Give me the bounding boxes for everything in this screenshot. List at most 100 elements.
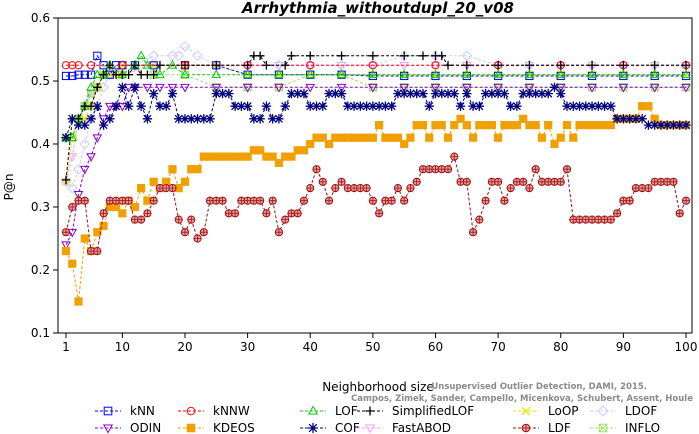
point-cof	[656, 120, 666, 130]
point-cof	[123, 101, 134, 111]
point-knnw	[431, 61, 440, 70]
chart-title: Arrhythmia_withoutdupl_20_v08	[241, 0, 514, 17]
point-odin	[61, 241, 71, 251]
point-cof	[480, 88, 491, 99]
point-odin	[86, 153, 96, 162]
point-kdeos	[375, 121, 384, 130]
point-lof	[180, 69, 190, 79]
point-lof	[587, 69, 597, 79]
point-cof	[318, 101, 328, 111]
point-odin	[305, 83, 316, 93]
point-cof	[80, 120, 90, 130]
point-kdeos	[443, 133, 453, 142]
point-cof	[443, 88, 453, 99]
point-simplifiedlof	[650, 60, 660, 70]
point-simplifiedlof	[124, 70, 133, 80]
point-ldof	[173, 50, 185, 62]
point-simplifiedlof	[337, 51, 346, 61]
point-cof	[274, 114, 284, 124]
legend-item-ldof: LDOF	[590, 404, 657, 418]
x-tick-label: 1	[62, 340, 70, 354]
point-ldf-cross	[626, 197, 634, 205]
legend-item-odin: ODIN	[95, 421, 161, 434]
point-simplifiedlof	[155, 60, 165, 70]
point-cof	[399, 88, 409, 99]
series-kdeos	[61, 102, 691, 306]
series-cof	[61, 82, 691, 143]
legend-label-inflo: INFLO	[625, 421, 660, 434]
point-cof	[512, 101, 522, 111]
point-cof	[631, 114, 641, 124]
point-simplifiedlof	[280, 60, 290, 70]
point-cof	[148, 88, 159, 99]
point-odin	[167, 83, 178, 93]
point-ldf-cross	[68, 203, 76, 211]
point-cof	[505, 101, 516, 111]
point-simplifiedlof	[255, 51, 265, 61]
point-cof	[662, 120, 672, 130]
point-cof	[543, 88, 553, 99]
point-cof	[355, 101, 366, 111]
point-simplifiedlof	[556, 60, 566, 70]
point-ldof	[79, 138, 91, 150]
point-kdeos	[299, 146, 309, 155]
point-cof	[549, 82, 560, 92]
point-simplifiedlof	[462, 60, 472, 70]
point-ldf-cross	[481, 197, 490, 205]
legend-label-knn: kNN	[130, 404, 155, 418]
point-cof	[230, 101, 240, 111]
point-cof	[612, 114, 622, 124]
point-simplifiedlof	[587, 60, 597, 70]
point-kdeos	[400, 139, 409, 149]
series-line-kdeos	[65, 105, 686, 302]
point-odin	[242, 83, 253, 93]
point-kdeos	[519, 114, 528, 123]
point-kdeos	[130, 202, 139, 212]
point-kdeos	[287, 152, 296, 161]
point-odin	[180, 83, 190, 93]
point-simplifiedlof	[418, 51, 428, 61]
point-lof	[274, 69, 284, 79]
point-ldf-cross	[187, 216, 195, 224]
point-cof	[675, 120, 685, 130]
point-cof	[624, 114, 635, 124]
legend-label-knnw: kNNW	[213, 404, 250, 418]
point-cof	[180, 114, 190, 124]
point-ldf-cross	[231, 209, 239, 217]
point-kdeos	[418, 121, 428, 130]
point-fastabod	[336, 61, 347, 71]
point-ldf-cross	[200, 228, 208, 236]
point-odin	[462, 83, 472, 93]
point-cof	[437, 88, 447, 99]
point-ldof	[430, 50, 441, 62]
point-cof	[336, 88, 347, 99]
x-tick-label: 60	[428, 340, 443, 354]
point-kdeos	[99, 221, 108, 231]
legend-label-fastabod: FastABOD	[392, 421, 451, 434]
point-kdeos	[456, 114, 465, 123]
point-cof	[280, 101, 290, 111]
point-odin	[211, 83, 222, 93]
point-cof	[518, 88, 528, 99]
point-cof	[668, 120, 679, 130]
plot-area	[60, 40, 692, 306]
point-odin	[73, 191, 84, 200]
point-cof	[67, 114, 77, 124]
point-cof	[117, 82, 128, 92]
legend-label-simplifiedlof: SimplifiedLOF	[392, 404, 474, 418]
legend-item-lof: LOF	[300, 404, 358, 418]
point-ldf-cross	[125, 197, 133, 205]
point-knnw	[118, 61, 127, 70]
point-cof	[493, 88, 503, 99]
point-ldf-cross	[175, 216, 183, 224]
point-simplifiedlof	[105, 60, 115, 70]
x-tick-label: 30	[240, 340, 255, 354]
point-kdeos	[80, 234, 89, 243]
legend-label-ldof: LDOF	[625, 404, 657, 418]
point-cof	[92, 101, 102, 111]
point-fastabod	[368, 61, 378, 71]
point-odin	[117, 102, 128, 112]
point-ldf-cross	[500, 197, 508, 205]
point-ldf-cross	[557, 178, 565, 186]
point-ldf-cross	[294, 209, 302, 217]
